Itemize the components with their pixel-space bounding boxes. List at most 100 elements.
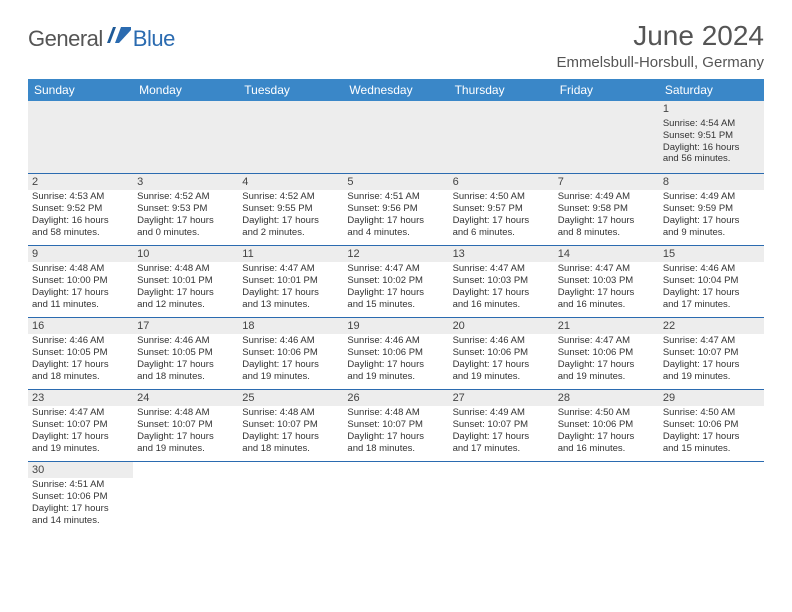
cell-line-d2: and 16 minutes. (558, 299, 655, 311)
cell-line-d2: and 18 minutes. (347, 443, 444, 455)
calendar-cell: 4Sunrise: 4:52 AMSunset: 9:55 PMDaylight… (238, 173, 343, 245)
day-number: 12 (343, 246, 448, 263)
calendar-row: 23Sunrise: 4:47 AMSunset: 10:07 PMDaylig… (28, 389, 764, 461)
cell-line-d1: Daylight: 17 hours (558, 287, 655, 299)
cell-line-d1: Daylight: 17 hours (137, 215, 234, 227)
cell-line-d1: Daylight: 17 hours (347, 287, 444, 299)
cell-line-sr: Sunrise: 4:49 AM (663, 191, 760, 203)
cell-line-d1: Daylight: 17 hours (347, 431, 444, 443)
cell-line-ss: Sunset: 9:57 PM (453, 203, 550, 215)
cell-line-ss: Sunset: 10:01 PM (242, 275, 339, 287)
cell-line-ss: Sunset: 10:07 PM (663, 347, 760, 359)
cell-line-d1: Daylight: 17 hours (347, 359, 444, 371)
day-number: 19 (343, 318, 448, 335)
cell-line-d2: and 19 minutes. (347, 371, 444, 383)
cell-line-d1: Daylight: 17 hours (453, 215, 550, 227)
cell-line-sr: Sunrise: 4:48 AM (137, 407, 234, 419)
cell-line-d2: and 0 minutes. (137, 227, 234, 239)
calendar-cell (659, 461, 764, 533)
cell-line-sr: Sunrise: 4:53 AM (32, 191, 129, 203)
cell-line-sr: Sunrise: 4:52 AM (137, 191, 234, 203)
calendar-row: 30Sunrise: 4:51 AMSunset: 10:06 PMDaylig… (28, 461, 764, 533)
cell-line-ss: Sunset: 10:05 PM (137, 347, 234, 359)
calendar-cell (133, 101, 238, 173)
cell-line-ss: Sunset: 9:55 PM (242, 203, 339, 215)
calendar-cell (449, 101, 554, 173)
cell-line-d1: Daylight: 17 hours (663, 359, 760, 371)
day-number: 14 (554, 246, 659, 263)
logo-text-blue: Blue (133, 26, 175, 52)
calendar-cell: 2Sunrise: 4:53 AMSunset: 9:52 PMDaylight… (28, 173, 133, 245)
cell-line-d2: and 12 minutes. (137, 299, 234, 311)
page-title: June 2024 (556, 20, 764, 52)
cell-line-ss: Sunset: 10:06 PM (242, 347, 339, 359)
logo: General Blue (28, 26, 175, 52)
calendar-cell: 27Sunrise: 4:49 AMSunset: 10:07 PMDaylig… (449, 389, 554, 461)
cell-line-d1: Daylight: 17 hours (453, 359, 550, 371)
cell-line-ss: Sunset: 10:07 PM (347, 419, 444, 431)
cell-line-ss: Sunset: 10:06 PM (663, 419, 760, 431)
cell-line-ss: Sunset: 10:06 PM (558, 347, 655, 359)
day-number: 30 (28, 462, 133, 479)
calendar-cell: 5Sunrise: 4:51 AMSunset: 9:56 PMDaylight… (343, 173, 448, 245)
cell-line-d2: and 6 minutes. (453, 227, 550, 239)
day-number: 26 (343, 390, 448, 407)
col-friday: Friday (554, 79, 659, 101)
calendar-cell: 12Sunrise: 4:47 AMSunset: 10:02 PMDaylig… (343, 245, 448, 317)
day-number: 1 (663, 103, 760, 117)
cell-line-sr: Sunrise: 4:49 AM (453, 407, 550, 419)
cell-line-d2: and 19 minutes. (242, 371, 339, 383)
calendar-cell: 10Sunrise: 4:48 AMSunset: 10:01 PMDaylig… (133, 245, 238, 317)
cell-line-d2: and 14 minutes. (32, 515, 129, 527)
calendar-cell: 19Sunrise: 4:46 AMSunset: 10:06 PMDaylig… (343, 317, 448, 389)
cell-line-sr: Sunrise: 4:46 AM (32, 335, 129, 347)
cell-line-sr: Sunrise: 4:47 AM (242, 263, 339, 275)
day-number: 20 (449, 318, 554, 335)
cell-line-sr: Sunrise: 4:47 AM (32, 407, 129, 419)
cell-line-d1: Daylight: 17 hours (32, 359, 129, 371)
cell-line-d2: and 11 minutes. (32, 299, 129, 311)
cell-line-d1: Daylight: 16 hours (663, 142, 760, 154)
day-header-row: Sunday Monday Tuesday Wednesday Thursday… (28, 79, 764, 101)
cell-line-ss: Sunset: 10:06 PM (32, 491, 129, 503)
cell-line-sr: Sunrise: 4:48 AM (242, 407, 339, 419)
cell-line-ss: Sunset: 10:05 PM (32, 347, 129, 359)
day-number: 18 (238, 318, 343, 335)
header: General Blue June 2024 Emmelsbull-Horsbu… (28, 20, 764, 71)
day-number: 7 (554, 174, 659, 191)
calendar-table: Sunday Monday Tuesday Wednesday Thursday… (28, 79, 764, 533)
calendar-cell: 28Sunrise: 4:50 AMSunset: 10:06 PMDaylig… (554, 389, 659, 461)
col-monday: Monday (133, 79, 238, 101)
cell-line-sr: Sunrise: 4:47 AM (558, 263, 655, 275)
cell-line-d2: and 2 minutes. (242, 227, 339, 239)
cell-line-d1: Daylight: 17 hours (137, 287, 234, 299)
col-saturday: Saturday (659, 79, 764, 101)
cell-line-ss: Sunset: 10:06 PM (558, 419, 655, 431)
cell-line-sr: Sunrise: 4:47 AM (347, 263, 444, 275)
cell-line-d2: and 18 minutes. (32, 371, 129, 383)
cell-line-sr: Sunrise: 4:50 AM (663, 407, 760, 419)
cell-line-sr: Sunrise: 4:49 AM (558, 191, 655, 203)
day-number: 4 (238, 174, 343, 191)
day-number: 2 (28, 174, 133, 191)
cell-line-ss: Sunset: 10:03 PM (453, 275, 550, 287)
cell-line-d2: and 15 minutes. (347, 299, 444, 311)
cell-line-d1: Daylight: 17 hours (663, 215, 760, 227)
cell-line-d2: and 17 minutes. (663, 299, 760, 311)
cell-line-sr: Sunrise: 4:46 AM (453, 335, 550, 347)
day-number: 13 (449, 246, 554, 263)
cell-line-sr: Sunrise: 4:47 AM (663, 335, 760, 347)
cell-line-d2: and 13 minutes. (242, 299, 339, 311)
cell-line-ss: Sunset: 10:07 PM (32, 419, 129, 431)
cell-line-d2: and 15 minutes. (663, 443, 760, 455)
cell-line-d2: and 17 minutes. (453, 443, 550, 455)
cell-line-d2: and 58 minutes. (32, 227, 129, 239)
calendar-cell (343, 101, 448, 173)
calendar-cell: 11Sunrise: 4:47 AMSunset: 10:01 PMDaylig… (238, 245, 343, 317)
cell-line-d2: and 18 minutes. (137, 371, 234, 383)
day-number: 5 (343, 174, 448, 191)
calendar-cell: 30Sunrise: 4:51 AMSunset: 10:06 PMDaylig… (28, 461, 133, 533)
cell-line-d1: Daylight: 17 hours (558, 359, 655, 371)
calendar-cell (238, 101, 343, 173)
calendar-cell: 7Sunrise: 4:49 AMSunset: 9:58 PMDaylight… (554, 173, 659, 245)
